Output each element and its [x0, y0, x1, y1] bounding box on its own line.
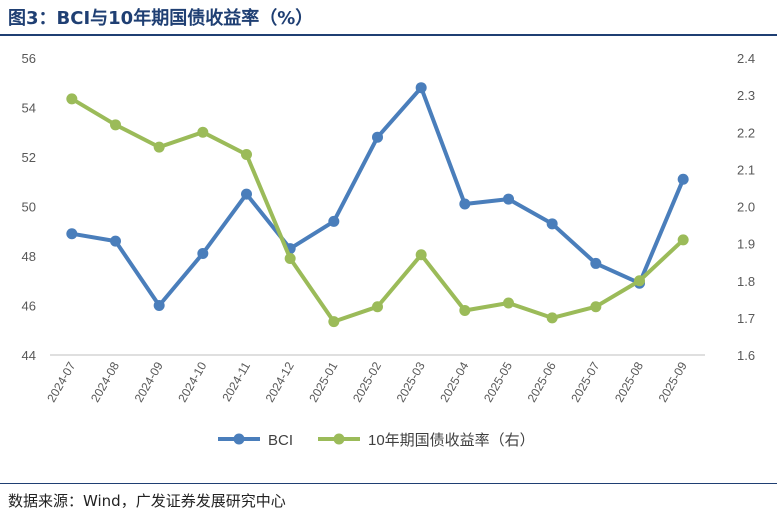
bond-yield-point: [459, 304, 471, 316]
left-tick-label: 44: [22, 348, 36, 363]
bond-yield-point: [590, 301, 602, 313]
x-tick-label: 2025-01: [306, 359, 340, 404]
legend-bci-label: BCI: [268, 432, 293, 449]
legend: BCI 10年期国债收益率（右）: [218, 432, 535, 449]
x-tick-label: 2025-05: [481, 359, 515, 404]
right-tick-label: 2.4: [737, 51, 755, 66]
bci-point: [677, 173, 689, 185]
bond-yield-point: [66, 93, 78, 105]
bond-yield-point: [110, 119, 121, 131]
source-note: 数据来源：Wind，广发证券发展研究中心: [8, 492, 286, 510]
x-tick-label: 2025-06: [525, 359, 559, 404]
x-tick-label: 2025-04: [437, 359, 471, 404]
bond-yield-point: [197, 126, 209, 138]
x-tick-label: 2025-03: [394, 359, 428, 404]
right-tick-label: 1.9: [737, 237, 755, 252]
legend-bci-marker: [233, 433, 245, 445]
right-tick-label: 1.6: [737, 348, 755, 363]
bci-point: [110, 235, 121, 247]
x-tick-label: 2025-08: [612, 359, 646, 404]
footer-divider: [0, 483, 777, 484]
axes-group: 44 46 48 50 52 54 56 1.6 1.7 1.8 1.9 2.0 2.1 2.2 2.3 2.…: [22, 51, 756, 405]
series-group: [66, 82, 689, 328]
left-tick-label: 56: [22, 51, 36, 66]
bond-yield-point: [415, 249, 427, 261]
bci-point: [241, 188, 252, 200]
x-tick-label: 2024-09: [132, 359, 166, 404]
title-divider: [0, 34, 777, 36]
bond-yield-point: [546, 312, 558, 324]
bci-line: [69, 85, 686, 308]
right-tick-label: 2.3: [737, 88, 755, 103]
legend-bond-label: 10年期国债收益率（右）: [368, 432, 535, 449]
x-tick-label: 2025-07: [568, 359, 602, 404]
left-tick-label: 52: [22, 150, 36, 165]
left-tick-label: 50: [22, 200, 36, 215]
right-tick-label: 1.8: [737, 274, 755, 289]
bci-point: [372, 131, 383, 143]
bond-yield-point: [284, 252, 296, 264]
bci-point: [590, 257, 602, 269]
bci-point: [546, 218, 558, 230]
chart-title: 图3：BCI与10年期国债收益率（%）: [8, 8, 314, 29]
x-tick-label: 2024-11: [219, 359, 253, 404]
x-tick-label: 2024-07: [44, 359, 78, 404]
bci-point: [415, 82, 427, 94]
x-tick-label: 2025-09: [656, 359, 690, 404]
right-tick-label: 2.0: [737, 200, 755, 215]
bond-yield-point: [677, 234, 689, 246]
x-tick-label: 2025-02: [350, 359, 384, 404]
x-tick-label: 2024-12: [263, 359, 297, 404]
bond-yield-point: [634, 275, 645, 287]
right-tick-label: 2.2: [737, 125, 755, 140]
bci-point: [503, 193, 514, 205]
bond-yield-point: [153, 141, 165, 153]
right-tick-label: 2.1: [737, 162, 755, 177]
x-tick-label: 2024-08: [88, 359, 122, 404]
left-tick-label: 48: [22, 249, 36, 264]
bond-yield-point: [503, 297, 514, 309]
bci-point: [459, 198, 471, 210]
right-tick-label: 1.7: [737, 311, 755, 326]
x-tick-label: 2024-10: [175, 359, 209, 404]
bci-point: [66, 228, 78, 240]
bci-point: [153, 300, 165, 311]
bci-point: [328, 215, 340, 227]
left-tick-label: 54: [22, 101, 36, 116]
legend-bond-marker: [333, 433, 345, 445]
bond-yield-point: [372, 301, 383, 313]
line-chart: 44 46 48 50 52 54 56 1.6 1.7 1.8 1.9 2.0 2.1 2.2 2.3 2.…: [22, 51, 756, 449]
left-tick-label: 46: [22, 299, 36, 314]
bond-yield-point: [328, 316, 340, 328]
bond-yield-point: [241, 149, 252, 161]
bci-point: [197, 248, 209, 260]
